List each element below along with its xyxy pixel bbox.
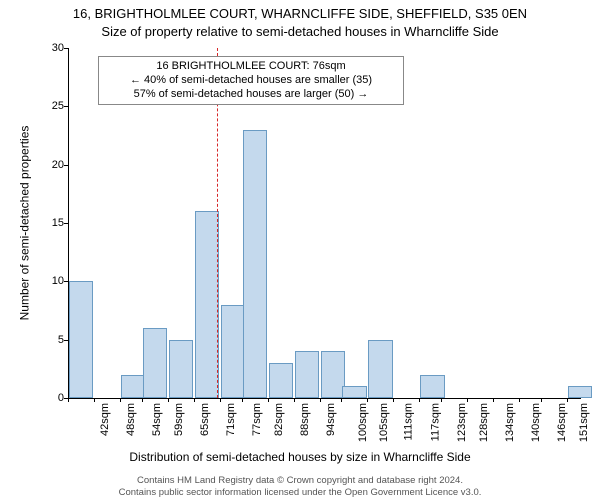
y-tick-label: 20 bbox=[52, 159, 64, 171]
x-tick-mark bbox=[367, 398, 368, 402]
x-tick-label: 117sqm bbox=[430, 403, 442, 441]
x-tick-label: 134sqm bbox=[504, 403, 516, 442]
x-tick-mark bbox=[194, 398, 195, 402]
x-tick-mark bbox=[419, 398, 420, 402]
y-tick-mark bbox=[64, 106, 68, 107]
y-tick-mark bbox=[64, 48, 68, 49]
x-tick-label: 151sqm bbox=[578, 403, 590, 442]
x-tick-mark bbox=[541, 398, 542, 402]
x-axis-label: Distribution of semi-detached houses by … bbox=[0, 450, 600, 464]
histogram-bar bbox=[269, 363, 293, 398]
footer-line2: Contains public sector information licen… bbox=[0, 487, 600, 498]
histogram-bar bbox=[368, 340, 392, 398]
footer-line1: Contains HM Land Registry data © Crown c… bbox=[0, 475, 600, 486]
x-tick-label: 71sqm bbox=[225, 403, 237, 436]
x-tick-mark bbox=[294, 398, 295, 402]
x-tick-label: 54sqm bbox=[151, 403, 163, 436]
x-tick-mark bbox=[393, 398, 394, 402]
x-tick-mark bbox=[68, 398, 69, 402]
x-tick-label: 82sqm bbox=[273, 403, 285, 436]
histogram-bar bbox=[420, 375, 444, 398]
y-axis-label: Number of semi-detached properties bbox=[17, 126, 31, 321]
x-tick-label: 146sqm bbox=[556, 403, 568, 442]
x-tick-mark bbox=[341, 398, 342, 402]
x-tick-label: 88sqm bbox=[299, 403, 311, 436]
x-tick-mark bbox=[142, 398, 143, 402]
y-tick-label: 15 bbox=[52, 217, 64, 229]
histogram-bar bbox=[342, 386, 366, 398]
histogram-bar bbox=[195, 211, 219, 398]
title-subtitle: Size of property relative to semi-detach… bbox=[0, 24, 600, 39]
annotation-line3: 57% of semi-detached houses are larger (… bbox=[105, 88, 397, 102]
x-tick-label: 105sqm bbox=[378, 403, 390, 442]
histogram-bar bbox=[69, 281, 93, 398]
x-tick-label: 123sqm bbox=[457, 403, 469, 442]
y-axis-label-wrap: Number of semi-detached properties bbox=[18, 48, 30, 398]
histogram-bar bbox=[321, 351, 345, 398]
x-tick-label: 100sqm bbox=[357, 403, 369, 442]
x-tick-mark bbox=[320, 398, 321, 402]
x-tick-label: 65sqm bbox=[199, 403, 211, 436]
x-tick-label: 111sqm bbox=[403, 403, 415, 441]
footer-attribution: Contains HM Land Registry data © Crown c… bbox=[0, 475, 600, 498]
x-tick-label: 128sqm bbox=[478, 403, 490, 442]
histogram-bar bbox=[295, 351, 319, 398]
histogram-bar bbox=[243, 130, 267, 398]
x-tick-mark bbox=[242, 398, 243, 402]
histogram-bar bbox=[169, 340, 193, 398]
x-tick-label: 59sqm bbox=[173, 403, 185, 436]
y-tick-label: 25 bbox=[52, 100, 64, 112]
annotation-line2: ← 40% of semi-detached houses are smalle… bbox=[105, 74, 397, 88]
x-tick-mark bbox=[441, 398, 442, 402]
y-tick-label: 10 bbox=[52, 275, 64, 287]
histogram-bar bbox=[568, 386, 592, 398]
x-tick-mark bbox=[94, 398, 95, 402]
x-tick-mark bbox=[120, 398, 121, 402]
x-tick-mark bbox=[268, 398, 269, 402]
x-tick-mark bbox=[493, 398, 494, 402]
x-tick-label: 48sqm bbox=[125, 403, 137, 436]
histogram-bar bbox=[143, 328, 167, 398]
x-tick-mark bbox=[168, 398, 169, 402]
y-tick-mark bbox=[64, 165, 68, 166]
x-tick-mark bbox=[519, 398, 520, 402]
y-tick-mark bbox=[64, 223, 68, 224]
title-address: 16, BRIGHTHOLMLEE COURT, WHARNCLIFFE SID… bbox=[0, 6, 600, 21]
y-tick-mark bbox=[64, 281, 68, 282]
x-tick-label: 94sqm bbox=[325, 403, 337, 436]
annotation-line1: 16 BRIGHTHOLMLEE COURT: 76sqm bbox=[105, 60, 397, 74]
x-tick-mark bbox=[567, 398, 568, 402]
histogram-bar bbox=[221, 305, 245, 398]
x-tick-label: 140sqm bbox=[530, 403, 542, 442]
annotation-box: 16 BRIGHTHOLMLEE COURT: 76sqm ← 40% of s… bbox=[98, 56, 404, 105]
x-tick-mark bbox=[467, 398, 468, 402]
x-tick-label: 77sqm bbox=[251, 403, 263, 436]
x-tick-mark bbox=[220, 398, 221, 402]
y-tick-label: 30 bbox=[52, 42, 64, 54]
x-tick-label: 42sqm bbox=[99, 403, 111, 436]
y-tick-mark bbox=[64, 340, 68, 341]
histogram-bar bbox=[121, 375, 145, 398]
